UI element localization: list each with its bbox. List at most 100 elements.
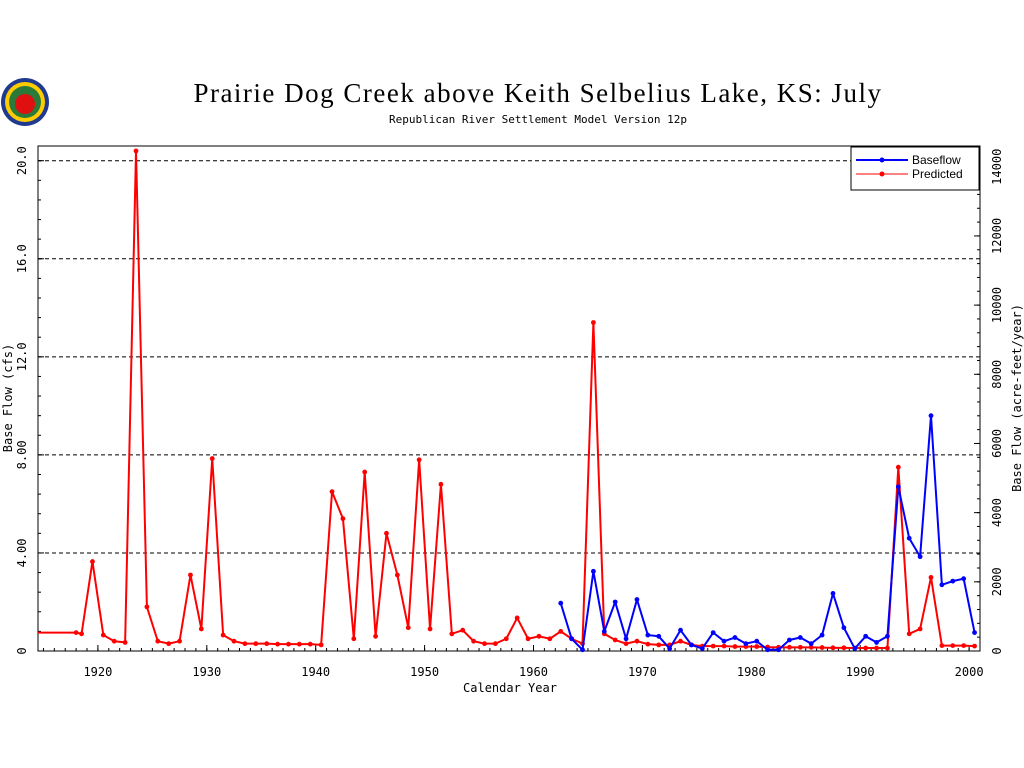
data-point-predicted (874, 645, 879, 651)
data-point-predicted (972, 643, 977, 649)
data-point-predicted (482, 641, 487, 647)
data-point-predicted (166, 641, 172, 647)
data-point-predicted (492, 641, 498, 647)
data-point-predicted (460, 627, 466, 633)
data-point-predicted (514, 615, 520, 621)
x-tick-label: 1930 (192, 665, 221, 679)
data-point-baseflow (580, 647, 585, 653)
data-point-baseflow (776, 647, 781, 653)
y-tick-label-left: 20.0 (15, 146, 29, 175)
data-point-predicted (133, 148, 139, 154)
data-point-baseflow (928, 413, 934, 419)
data-point-baseflow (667, 646, 673, 651)
data-point-baseflow (601, 628, 607, 634)
x-tick-label: 1950 (410, 665, 439, 679)
y-tick-label-right: 10000 (990, 287, 1004, 323)
plot-area (37, 145, 981, 652)
data-point-predicted (351, 636, 357, 642)
chart-subtitle: Republican River Settlement Model Versio… (389, 113, 687, 126)
data-point-predicted (808, 644, 814, 650)
data-point-baseflow (645, 632, 651, 638)
y-tick-label-left: 16.0 (15, 244, 29, 273)
data-point-predicted (885, 645, 890, 651)
y-tick-label-right: 6000 (990, 429, 1004, 458)
data-point-baseflow (699, 646, 705, 651)
data-point-baseflow (754, 638, 760, 644)
legend-item-baseflow: Baseflow (856, 153, 961, 167)
data-series (38, 148, 977, 653)
legend-label-baseflow: Baseflow (912, 153, 961, 167)
y-tick-label-right: 8000 (990, 360, 1004, 389)
y-tick-label-left: 4.00 (15, 538, 29, 567)
data-point-predicted (438, 481, 444, 487)
data-point-predicted (307, 641, 313, 647)
data-point-predicted (275, 641, 280, 647)
data-point-predicted (449, 631, 455, 637)
y-tick-label-left: 12.0 (15, 342, 29, 371)
x-tick-label: 1960 (519, 665, 548, 679)
data-point-baseflow (678, 627, 683, 633)
data-point-predicted (558, 628, 564, 634)
data-point-predicted (612, 637, 618, 643)
y-tick-label-left: 8.00 (15, 440, 29, 469)
data-point-baseflow (590, 568, 596, 574)
data-point-baseflow (819, 632, 825, 638)
data-point-baseflow (732, 635, 738, 640)
data-point-predicted (525, 636, 531, 642)
data-point-baseflow (558, 600, 564, 606)
y-tick-label-right: 12000 (990, 218, 1004, 254)
data-point-predicted (830, 645, 836, 651)
x-axis-label: Calendar Year (463, 681, 557, 695)
data-point-predicted (656, 642, 662, 648)
data-point-predicted (623, 641, 629, 647)
x-tick-label: 1990 (846, 665, 875, 679)
y-tick-label-right: 2000 (990, 567, 1004, 596)
legend-marker-predicted (879, 171, 885, 177)
data-point-baseflow (721, 638, 727, 644)
data-point-predicted (797, 644, 803, 650)
apple-logo-icon (1, 78, 49, 126)
data-point-predicted (286, 641, 291, 647)
data-point-predicted (394, 572, 400, 578)
data-point-predicted (863, 645, 869, 651)
data-point-predicted (253, 641, 259, 647)
data-point-predicted (405, 625, 411, 631)
data-point-predicted (590, 320, 596, 325)
data-point-baseflow (863, 633, 869, 639)
data-point-baseflow (765, 647, 771, 653)
data-point-predicted (231, 638, 237, 644)
data-point-predicted (917, 626, 923, 632)
data-point-baseflow (569, 636, 575, 642)
data-point-predicted (220, 632, 226, 638)
data-point-predicted (122, 640, 128, 645)
data-point-predicted (340, 516, 346, 522)
legend-label-predicted: Predicted (912, 167, 963, 181)
data-point-predicted (961, 643, 967, 649)
data-point-predicted (329, 489, 335, 495)
data-point-baseflow (743, 641, 749, 647)
data-point-baseflow (830, 590, 836, 596)
data-point-predicted (384, 530, 389, 536)
y-tick-label-right: 0 (990, 647, 1004, 654)
data-point-baseflow (972, 630, 977, 636)
x-tick-label: 1980 (737, 665, 766, 679)
data-point-predicted (721, 643, 727, 649)
x-tick-label: 1940 (301, 665, 330, 679)
data-point-predicted (73, 630, 79, 636)
data-point-predicted (754, 644, 760, 649)
data-point-baseflow (797, 635, 803, 640)
data-point-predicted (111, 638, 117, 644)
data-point-predicted (950, 643, 956, 649)
data-point-baseflow (939, 582, 945, 588)
y-tick-label-right: 14000 (990, 149, 1004, 185)
data-point-baseflow (950, 578, 956, 584)
x-tick-label: 2000 (955, 665, 984, 679)
data-point-predicted (547, 636, 553, 642)
data-point-predicted (198, 626, 204, 632)
data-point-predicted (318, 642, 324, 648)
x-tick-label: 1920 (83, 665, 112, 679)
data-point-predicted (427, 626, 433, 632)
data-point-predicted (296, 641, 302, 647)
legend-item-predicted: Predicted (856, 167, 963, 181)
